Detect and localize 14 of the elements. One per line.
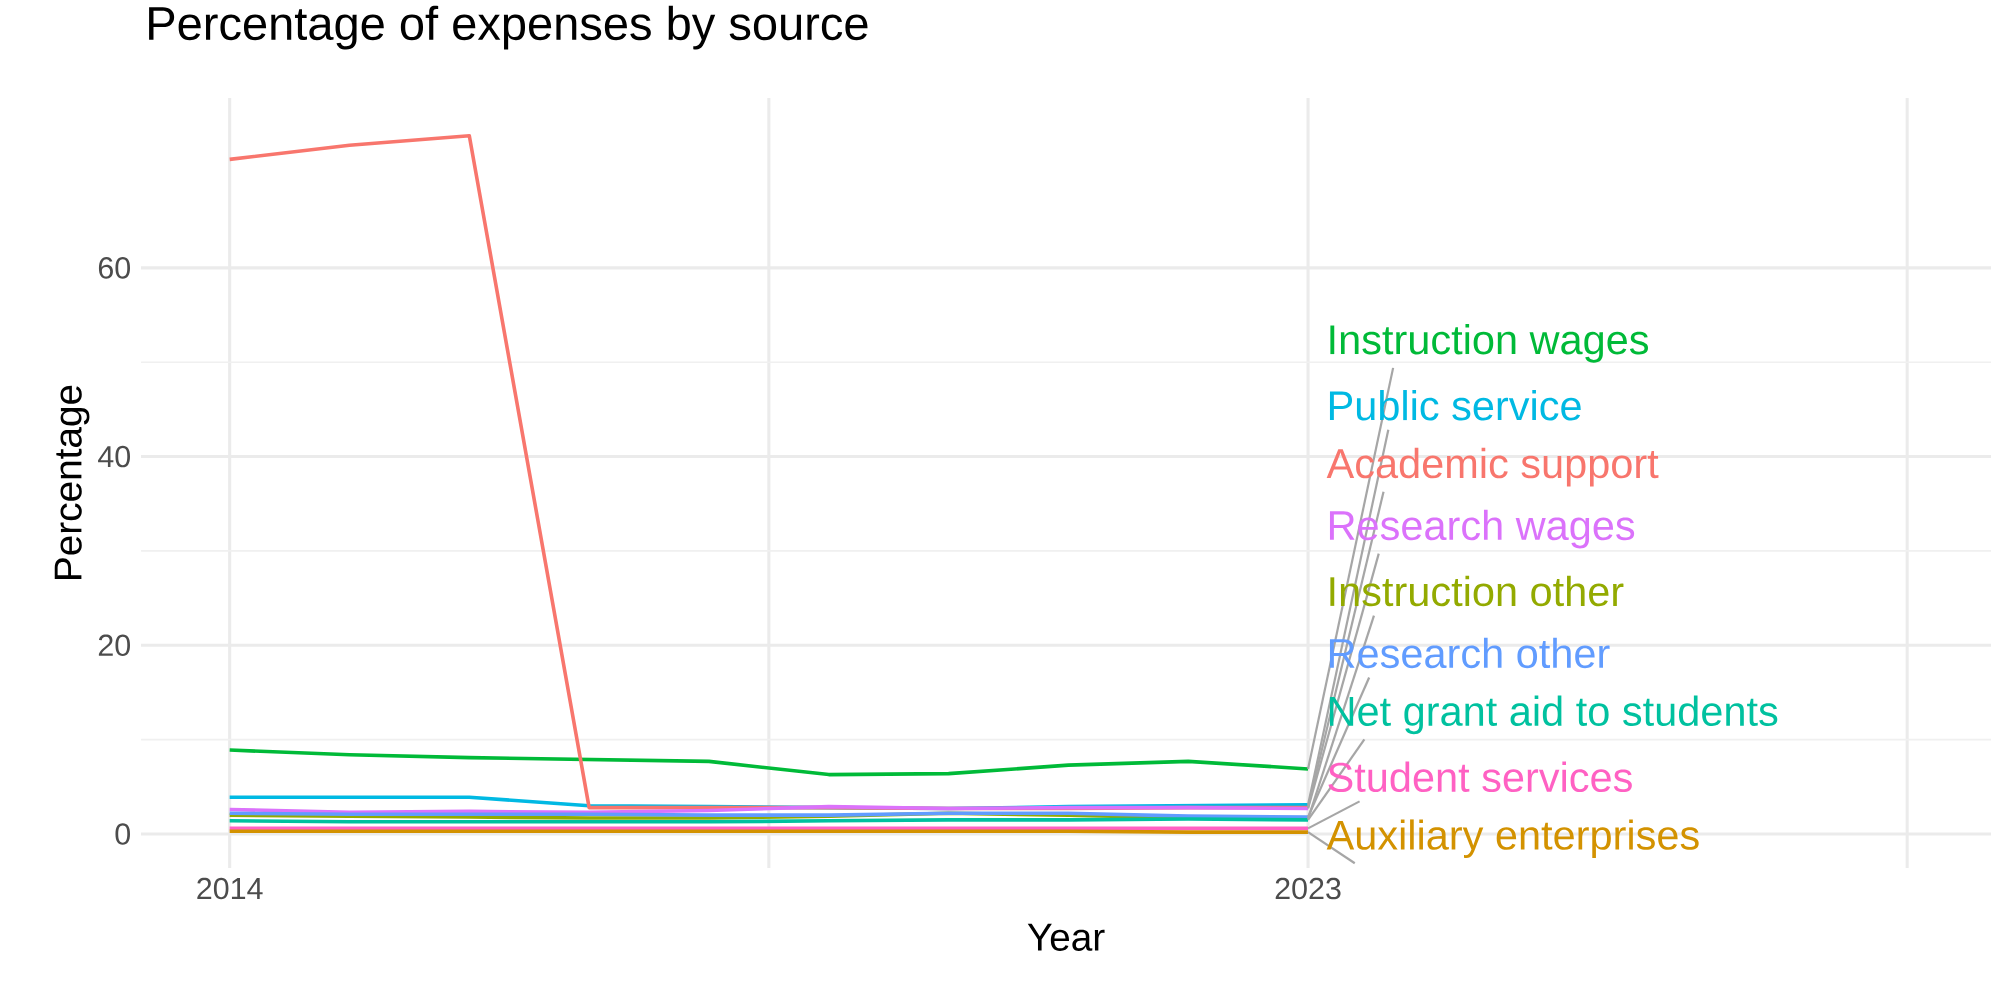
text: Net grant aid to students [1329, 695, 1778, 735]
x-tick-label: 2023 [1275, 877, 1341, 900]
x-axis-title: Year [1027, 923, 1105, 951]
y-tick-label: 20 [98, 634, 130, 657]
y-axis-title: Percentage [54, 385, 90, 579]
chart-title: Percentage of expenses by source [149, 5, 868, 50]
series-label: Auxiliary enterprises [1326, 819, 1699, 859]
y-tick-label: 40 [98, 445, 130, 468]
y-tick-label: 0 [115, 823, 130, 845]
text: Instruction other [1330, 575, 1624, 607]
y-tick-label: 60 [98, 257, 130, 279]
text: Public service [1329, 390, 1581, 421]
text: Instruction wages [1330, 324, 1648, 363]
x-tick-label: 2014 [197, 877, 263, 900]
